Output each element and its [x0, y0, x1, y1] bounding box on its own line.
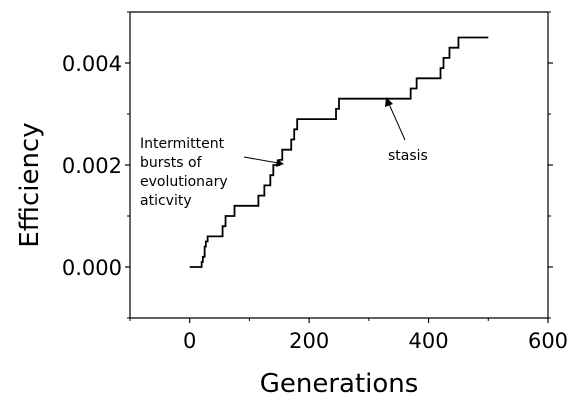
x-tick-label: 0	[183, 329, 196, 353]
y-tick-label: 0.004	[62, 52, 122, 76]
x-tick-labels: 0 200 400 600	[183, 329, 568, 353]
annotation-bursts-line-2: bursts of	[140, 155, 203, 171]
annotation-bursts-arrowhead	[276, 159, 284, 167]
annotation-stasis-arrowhead	[385, 97, 393, 107]
annotation-bursts-label: Intermittent bursts of evolutionary atic…	[140, 136, 232, 209]
x-tick-label: 600	[528, 329, 568, 353]
annotation-bursts-arrow	[243, 156, 279, 164]
y-tick-label: 0.002	[62, 154, 122, 178]
annotation-bursts-line-1: Intermittent	[140, 136, 225, 152]
annotation-stasis: stasis	[385, 97, 428, 164]
annotation-stasis-label: stasis	[388, 148, 428, 164]
annotation-stasis-arrow	[388, 103, 406, 141]
x-tick-label: 200	[289, 329, 329, 353]
y-axis-title: Efficiency	[15, 122, 45, 247]
series-group	[189, 36, 489, 268]
x-tick-label: 400	[409, 329, 449, 353]
annotation-bursts-line-3: evolutionary	[140, 174, 228, 190]
x-axis-title: Generations	[260, 369, 419, 399]
annotation-bursts-line-4: aticvity	[140, 193, 192, 209]
y-tick-label: 0.000	[62, 256, 122, 280]
tick-marks	[125, 11, 553, 323]
series-line	[189, 36, 489, 268]
y-tick-labels: 0.000 0.002 0.004	[62, 52, 122, 280]
annotation-bursts: Intermittent bursts of evolutionary atic…	[140, 136, 284, 209]
